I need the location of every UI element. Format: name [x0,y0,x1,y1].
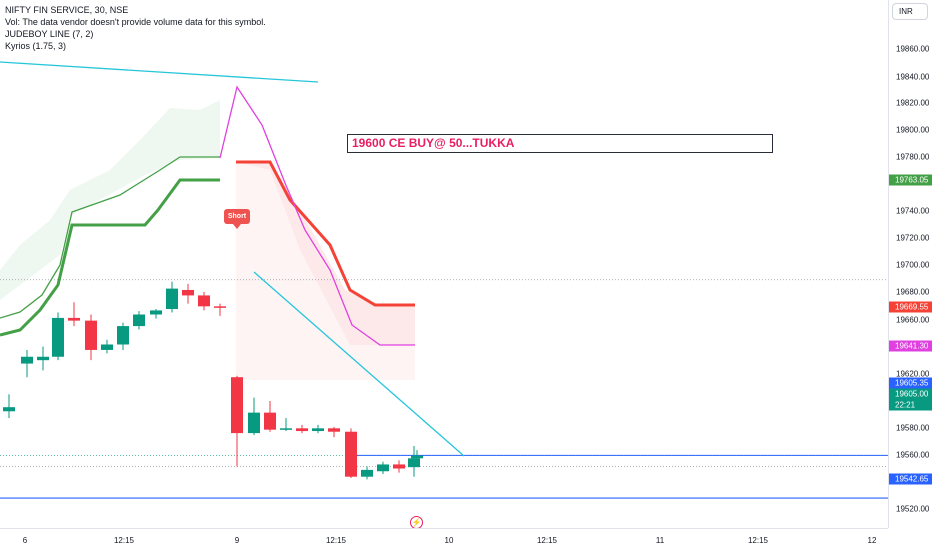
candle-body [52,317,64,357]
time-tick-label: 12:15 [325,536,347,545]
candle-body [101,344,113,350]
candle-body [68,317,80,321]
candle-body [408,458,420,468]
candle-body [166,288,178,310]
bull-zone-fill [0,100,220,300]
price-tick-label: 19840.00 [896,72,930,82]
candle-body [85,320,97,350]
time-tick-label: 10 [444,536,454,545]
support-line-thin [0,156,220,319]
time-tick-label: 12 [867,536,877,545]
candle-body [117,326,129,345]
time-tick-label: 6 [22,536,28,545]
candle-body [248,412,260,434]
candle-body [133,314,145,327]
support-line-thick [0,178,220,337]
price-tag: 19605.00 [889,388,932,400]
candle-body [296,428,308,432]
price-tick-label: 19660.00 [896,315,930,325]
candle-body [3,407,15,412]
candle-body [21,356,33,364]
time-tick-label: 12:15 [536,536,558,545]
price-tick-label: 19800.00 [896,125,930,135]
price-axis[interactable] [888,0,932,528]
price-tick-label: 19720.00 [896,233,930,243]
price-tag: 22:21 [889,399,932,411]
trendline-down [253,271,465,457]
candle-body [280,428,292,430]
candle-body [377,464,389,472]
bear-zone-fill-lower [236,162,415,380]
price-tick-label: 19520.00 [896,504,930,514]
time-tick-label: 12:15 [747,536,769,545]
time-tick-label: 11 [655,536,665,545]
legend-symbol[interactable]: NIFTY FIN SERVICE, 30, NSE [5,5,129,15]
candle-body [345,431,357,477]
magenta-line [219,85,415,346]
price-tick-label: 19740.00 [896,206,930,216]
price-tag: 19641.30 [889,340,932,352]
candle-body [150,310,162,315]
candle-body [361,469,373,477]
trendline-upper [0,61,319,83]
candle-body [198,295,210,307]
price-tick-label: 19820.00 [896,98,930,108]
candle-body [182,289,194,296]
candle-body [312,428,324,432]
price-tick-label: 19620.00 [896,369,930,379]
price-tag: 19669.55 [889,301,932,313]
candle-body [214,306,226,308]
time-tick-label: 12:15 [113,536,135,545]
price-tag: 19605.35 [889,377,932,389]
chart-text-note[interactable]: 19600 CE BUY@ 50...TUKKA [347,134,773,153]
price-tag: 19763.05 [889,174,932,186]
resistance-line [236,160,415,307]
candle-body [264,412,276,430]
price-tick-label: 19860.00 [896,44,930,54]
short-signal-label: Short [224,209,250,229]
candle-body [328,428,340,432]
candle-body [393,464,405,469]
price-tick-label: 19700.00 [896,260,930,270]
price-tick-label: 19580.00 [896,423,930,433]
chart-legend: NIFTY FIN SERVICE, 30, NSE Vol: The data… [5,4,266,52]
price-tick-label: 19780.00 [896,152,930,162]
price-tick-label: 19680.00 [896,287,930,297]
legend-indicator-judeboy[interactable]: JUDEBOY LINE (7, 2) [5,29,94,39]
price-tick-label: 19560.00 [896,450,930,460]
candle-body [231,377,243,434]
price-chart[interactable] [0,0,888,528]
time-axis[interactable] [0,528,888,550]
price-tag: 19542.65 [889,473,932,485]
chart-pane[interactable] [0,0,888,528]
currency-button[interactable]: INR [892,3,928,20]
legend-indicator-kyrios[interactable]: Kyrios (1.75, 3) [5,41,67,51]
candle-body [37,356,49,361]
legend-volume-note: Vol: The data vendor doesn't provide vol… [5,17,266,27]
candle-body [411,455,423,459]
time-tick-label: 9 [234,536,240,545]
